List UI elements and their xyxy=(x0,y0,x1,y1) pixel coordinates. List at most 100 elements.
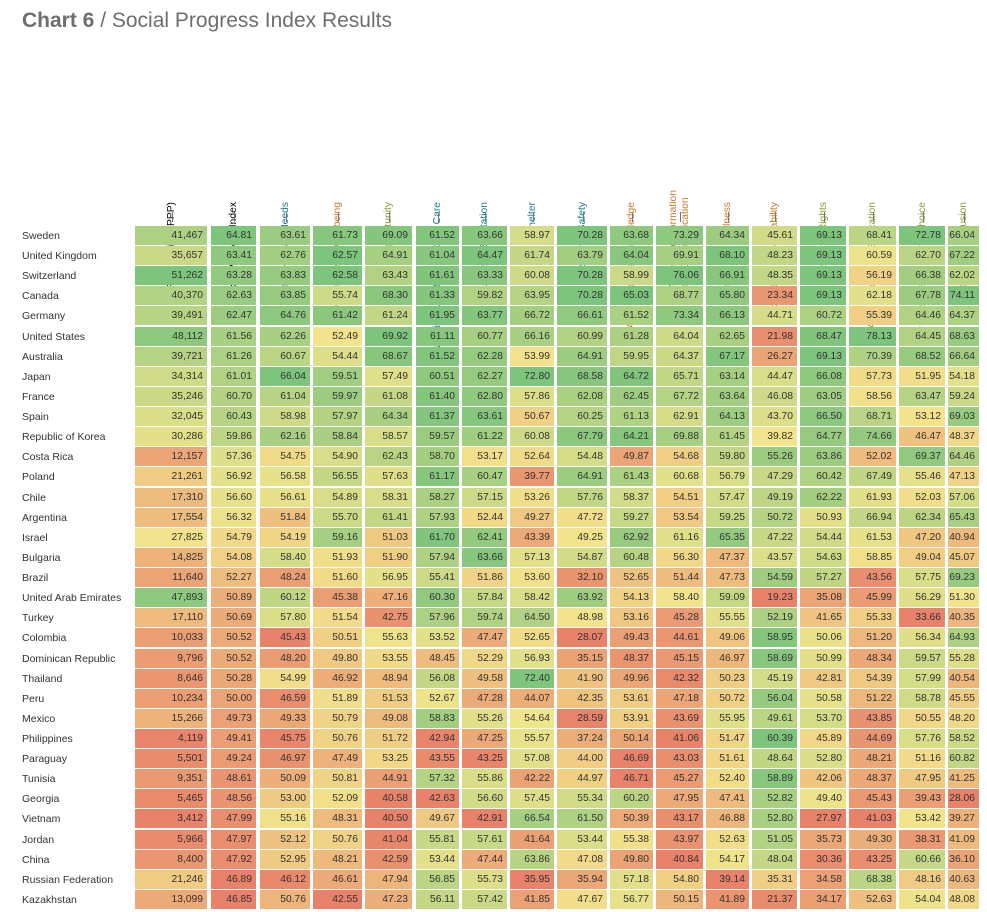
heatmap-cell: 40.58 xyxy=(365,789,412,809)
heatmap-cell: 44.69 xyxy=(849,729,896,748)
heatmap-cell: 48.23 xyxy=(752,246,797,266)
table-row: Germany 39,491 62.47 64.76 61.42 61.24 61.95 63… xyxy=(0,306,987,326)
column-tick xyxy=(234,212,235,222)
heatmap-cell: 61.52 xyxy=(610,306,653,326)
heatmap-cell: 35.15 xyxy=(557,648,607,668)
heatmap-cell: 59.25 xyxy=(706,507,749,527)
heatmap-cell: 41.65 xyxy=(800,608,846,628)
heatmap-cell: 66.54 xyxy=(510,809,554,829)
heatmap-cell: 54.90 xyxy=(313,447,362,467)
heatmap-cell: 43.39 xyxy=(510,527,554,547)
heatmap-cell: 54.75 xyxy=(260,447,310,467)
heatmap-cell: 55.86 xyxy=(462,769,507,789)
table-row: Republic of Korea 30,286 59.86 62.16 58.84 58… xyxy=(0,427,987,447)
heatmap-cell: 49.40 xyxy=(800,789,846,809)
heatmap-cell: 58.31 xyxy=(365,487,412,507)
country-label: Tunisia xyxy=(22,773,56,786)
heatmap-cell: 60.82 xyxy=(948,749,979,769)
heatmap-cell: 55.28 xyxy=(948,648,979,668)
heatmap-cell: 48.94 xyxy=(365,668,412,688)
heatmap-cell: 49.06 xyxy=(706,628,749,648)
heatmap-cell: 52.02 xyxy=(849,447,896,467)
heatmap-cell: 52.12 xyxy=(260,829,310,849)
heatmap-cell: 42.35 xyxy=(557,688,607,708)
heatmap-cell: 32.10 xyxy=(557,568,607,588)
heatmap-cell: 35.31 xyxy=(752,869,797,889)
heatmap-cell: 62.27 xyxy=(462,366,507,386)
heatmap-cell: 54.18 xyxy=(948,366,979,386)
country-label: Thailand xyxy=(22,672,63,685)
heatmap-cell: 48.16 xyxy=(899,869,945,889)
heatmap-cell: 50.99 xyxy=(800,648,846,668)
heatmap-cell: 45.61 xyxy=(752,226,797,245)
column-tick xyxy=(285,212,287,222)
heatmap-cell: 48,112 xyxy=(135,326,207,346)
heatmap-cell: 40.54 xyxy=(948,668,979,688)
heatmap-cell: 57.63 xyxy=(365,467,412,487)
heatmap-cell: 11,640 xyxy=(135,568,207,588)
country-label: Israel xyxy=(22,531,48,544)
heatmap-cell: 53.25 xyxy=(365,749,412,769)
heatmap-cell: 49.24 xyxy=(211,749,256,769)
heatmap-cell: 50.89 xyxy=(211,588,256,608)
heatmap-cell: 43.17 xyxy=(656,809,703,829)
heatmap-cell: 44.71 xyxy=(752,306,797,326)
heatmap-cell: 48.37 xyxy=(849,769,896,789)
country-label: Russian Federation xyxy=(22,873,114,886)
heatmap-cell: 49.87 xyxy=(610,447,653,467)
heatmap-cell: 62.26 xyxy=(260,326,310,346)
heatmap-cell: 66.13 xyxy=(706,306,749,326)
heatmap-cell: 28.06 xyxy=(948,789,979,809)
heatmap-cell: 61.53 xyxy=(849,527,896,547)
heatmap-cell: 67.49 xyxy=(849,467,896,487)
heatmap-cell: 69.91 xyxy=(656,246,703,266)
heatmap-cell: 49.04 xyxy=(899,547,945,567)
heatmap-cell: 50.39 xyxy=(610,809,653,829)
heatmap-cell: 61.04 xyxy=(416,246,459,266)
heatmap-cell: 56.32 xyxy=(211,507,256,527)
heatmap-cell: 63.33 xyxy=(462,266,507,286)
heatmap-cell: 57.73 xyxy=(849,366,896,386)
heatmap-cell: 61.93 xyxy=(849,487,896,507)
heatmap-cell: 10,234 xyxy=(135,688,207,708)
heatmap-cell: 40.94 xyxy=(948,527,979,547)
heatmap-cell: 53.52 xyxy=(416,628,459,648)
table-row: Bulgaria 14,825 54.08 58.40 51.93 51.90 57.94 6… xyxy=(0,547,987,568)
heatmap-cell: 56.93 xyxy=(510,648,554,668)
heatmap-cell: 64.34 xyxy=(365,407,412,427)
table-row: United States 48,112 61.56 62.26 52.49 69.92 6… xyxy=(0,326,987,347)
heatmap-cell: 61.50 xyxy=(557,809,607,829)
heatmap-cell: 43.03 xyxy=(656,749,703,769)
heatmap-cell: 47.95 xyxy=(656,789,703,809)
heatmap-cell: 46.89 xyxy=(211,869,256,889)
chart-title: Chart 6 / Social Progress Index Results xyxy=(22,9,392,33)
country-label: Republic of Korea xyxy=(22,431,106,444)
heatmap-cell: 56.55 xyxy=(313,467,362,487)
country-label: Turkey xyxy=(22,612,54,625)
heatmap-cell: 61.33 xyxy=(416,286,459,306)
heatmap-cell: 55.33 xyxy=(849,608,896,628)
column-header: Nutrition and Basic Medical Care xyxy=(432,34,444,352)
heatmap-cell: 64.04 xyxy=(656,326,703,346)
heatmap-cell: 45.55 xyxy=(948,688,979,708)
heatmap-cell: 56.29 xyxy=(899,588,945,608)
heatmap-cell: 57.61 xyxy=(462,829,507,849)
heatmap-cell: 67.79 xyxy=(557,427,607,447)
heatmap-cell: 21.98 xyxy=(752,326,797,346)
heatmap-cell: 45.75 xyxy=(260,729,310,748)
heatmap-cell: 51.05 xyxy=(752,829,797,849)
heatmap-cell: 30,286 xyxy=(135,427,207,447)
heatmap-cell: 68.71 xyxy=(849,407,896,427)
country-label: Colombia xyxy=(22,632,67,645)
heatmap-cell: 61.41 xyxy=(365,507,412,527)
heatmap-cell: 49.08 xyxy=(365,708,412,728)
heatmap-cell: 64.91 xyxy=(557,467,607,487)
heatmap-cell: 60.59 xyxy=(849,246,896,266)
heatmap-cell: 54.19 xyxy=(260,527,310,547)
heatmap-cell: 66.50 xyxy=(800,407,846,427)
heatmap-cell: 53.26 xyxy=(510,487,554,507)
heatmap-cell: 61.24 xyxy=(365,306,412,326)
heatmap-cell: 51.30 xyxy=(948,588,979,608)
heatmap-cell: 52.40 xyxy=(706,769,749,789)
heatmap-cell: 57.76 xyxy=(899,729,945,748)
